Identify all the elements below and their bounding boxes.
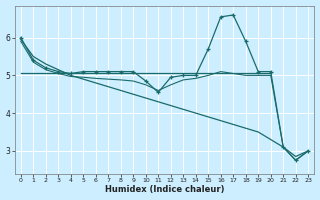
X-axis label: Humidex (Indice chaleur): Humidex (Indice chaleur)	[105, 185, 224, 194]
